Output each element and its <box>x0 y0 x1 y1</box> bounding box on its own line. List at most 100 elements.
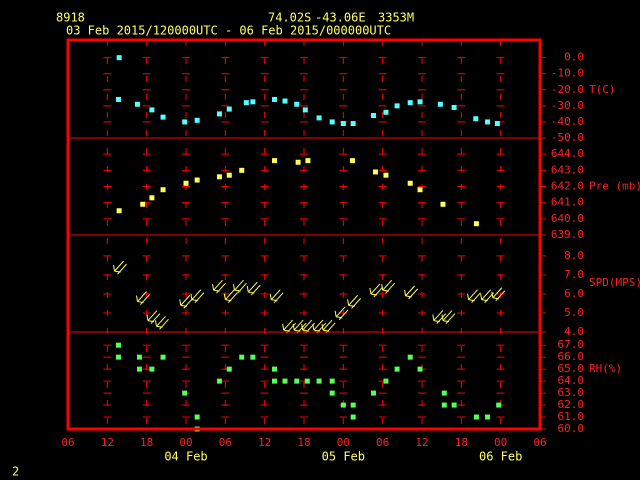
y-tick-label: -10.0 <box>551 67 584 80</box>
wind-arrow <box>113 260 127 275</box>
data-point <box>272 158 277 164</box>
data-point <box>316 378 322 384</box>
axis-label: T(C) <box>589 83 616 96</box>
data-point <box>407 354 413 360</box>
data-point <box>473 221 479 227</box>
data-point <box>473 414 479 420</box>
y-tick-label: -50.0 <box>551 131 584 144</box>
data-point <box>440 201 446 207</box>
wind-arrow <box>233 279 247 294</box>
data-point <box>350 121 356 127</box>
data-point <box>370 113 376 119</box>
data-point <box>372 169 378 175</box>
y-tick-label: 61.0 <box>558 410 585 423</box>
data-point <box>305 158 311 164</box>
data-point <box>350 158 356 164</box>
period: 03 Feb 2015/120000UTC - 06 Feb 2015/0000… <box>66 24 391 38</box>
wind-arrow <box>491 287 506 302</box>
wind-arrow <box>135 291 150 305</box>
data-point <box>494 121 500 127</box>
data-point <box>116 208 122 214</box>
y-tick-label: 64.0 <box>558 374 585 387</box>
data-point <box>136 354 142 360</box>
wind-arrow <box>282 319 297 334</box>
data-point <box>160 354 166 360</box>
data-point <box>441 402 447 408</box>
y-tick-label: 5.0 <box>564 306 584 319</box>
data-point <box>329 119 335 125</box>
data-point <box>417 99 423 105</box>
data-point <box>149 195 155 201</box>
data-point <box>394 366 400 372</box>
data-point <box>316 115 322 121</box>
axis-label: RH(%) <box>589 362 622 375</box>
wind-arrow <box>292 319 307 334</box>
data-point <box>441 390 447 396</box>
wind-arrow <box>223 289 238 304</box>
x-tick-label: 00 <box>337 436 350 449</box>
x-tick-label: 00 <box>494 436 507 449</box>
data-point <box>383 172 389 178</box>
data-point <box>239 354 245 360</box>
data-point <box>226 366 232 372</box>
x-tick-label: 18 <box>140 436 153 449</box>
wind-arrow <box>321 319 336 334</box>
data-point <box>417 366 423 372</box>
data-point <box>417 187 423 193</box>
data-point <box>451 402 457 408</box>
wind-arrow <box>179 295 194 309</box>
y-tick-label: -40.0 <box>551 115 584 128</box>
elevation: 3353M <box>378 11 414 25</box>
page-number: 2 <box>12 465 19 479</box>
y-tick-label: 641.0 <box>551 196 584 209</box>
date-label: 04 Feb <box>164 450 207 464</box>
data-point <box>272 378 277 384</box>
y-tick-label: 643.0 <box>551 163 584 176</box>
data-point <box>182 119 188 125</box>
y-tick-label: 7.0 <box>564 268 584 281</box>
wind-arrow <box>404 285 418 300</box>
wind-arrow <box>301 319 316 334</box>
data-point <box>329 390 335 396</box>
data-point <box>250 99 256 105</box>
data-point <box>496 402 502 408</box>
y-tick-label: 640.0 <box>551 212 584 225</box>
data-point <box>216 111 222 117</box>
y-tick-label: 6.0 <box>564 287 584 300</box>
data-point <box>149 107 155 113</box>
data-point <box>340 121 346 127</box>
x-tick-label: 06 <box>219 436 232 449</box>
x-tick-label: 00 <box>179 436 192 449</box>
wind-arrow <box>432 310 447 324</box>
wind-arrow <box>467 289 481 304</box>
x-tick-label: 06 <box>61 436 74 449</box>
data-point <box>250 354 256 360</box>
data-point <box>282 378 288 384</box>
data-point <box>437 101 443 107</box>
data-point <box>370 390 376 396</box>
data-point <box>272 366 277 372</box>
data-point <box>485 414 491 420</box>
wind-arrow <box>246 281 261 296</box>
wind-arrow <box>155 315 169 330</box>
data-point <box>140 201 146 207</box>
date-label: 05 Feb <box>322 450 365 464</box>
station-id: 8918 <box>56 11 85 25</box>
data-point <box>272 96 277 102</box>
data-point <box>115 354 121 360</box>
data-point <box>194 177 200 183</box>
data-point <box>407 100 413 106</box>
data-point <box>304 378 310 384</box>
axis-label: SPD(MPS) <box>589 276 640 289</box>
y-tick-label: 644.0 <box>551 147 584 160</box>
data-point <box>194 414 200 420</box>
x-tick-label: 12 <box>101 436 114 449</box>
data-point <box>485 119 491 125</box>
data-point <box>451 104 457 110</box>
y-tick-label: -30.0 <box>551 99 584 112</box>
data-point <box>183 180 189 186</box>
data-point <box>294 101 300 107</box>
wind-arrow <box>441 310 456 324</box>
